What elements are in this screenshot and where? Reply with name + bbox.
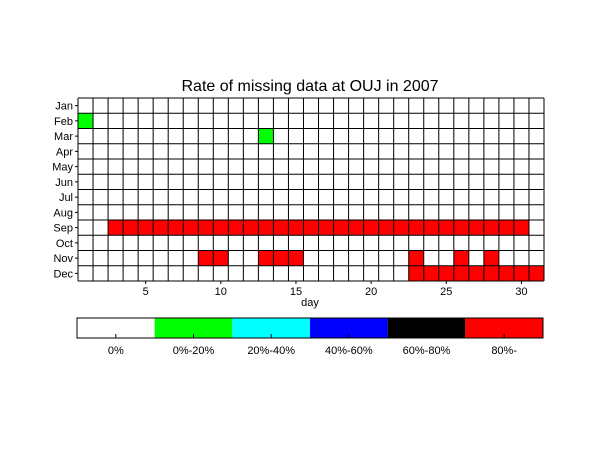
heatmap-cell-sep-17	[318, 220, 334, 236]
legend-swatch-3	[310, 318, 388, 338]
x-axis-label: day	[301, 297, 319, 309]
heatmap-grid	[77, 97, 545, 282]
legend-label-1: 0%-20%	[173, 345, 215, 357]
day-tick-label-30: 30	[515, 286, 527, 298]
heatmap-cell-sep-7	[168, 220, 184, 236]
heatmap-cell-sep-9	[198, 220, 214, 236]
heatmap-cell-sep-23	[408, 220, 424, 236]
legend-swatch-5	[465, 318, 543, 338]
month-label-dec: Dec	[53, 268, 73, 280]
heatmap-cell-sep-15	[288, 220, 304, 236]
legend-swatch-4	[387, 318, 466, 338]
heatmap-cell-sep-11	[228, 220, 244, 236]
day-tick-label-25: 25	[440, 286, 452, 298]
heatmap-cell-sep-30	[513, 220, 529, 236]
legend-swatch-2	[232, 318, 310, 338]
day-tick-label-10: 10	[215, 286, 227, 298]
color-legend: 0% 0%-20% 20%-40% 40%-60% 60%-80% 80%-	[76, 317, 544, 357]
heatmap-cell-dec-26	[453, 265, 469, 281]
heatmap-cell-nov-10	[213, 250, 229, 266]
month-label-feb: Feb	[54, 116, 73, 128]
heatmap-cell-dec-29	[498, 265, 514, 281]
legend-label-4: 60%-80%	[403, 345, 451, 357]
day-tick-label-15: 15	[290, 286, 302, 298]
legend-label-5: 80%-	[491, 345, 517, 357]
heatmap-cell-dec-25	[438, 265, 454, 281]
month-label-oct: Oct	[56, 238, 73, 250]
heatmap-cell-nov-28	[483, 250, 499, 266]
heatmap-cell-dec-28	[483, 265, 499, 281]
heatmap-cell-dec-27	[468, 265, 484, 281]
heatmap-cell-sep-19	[348, 220, 364, 236]
month-label-may: May	[52, 162, 73, 174]
heatmap-cell-dec-23	[408, 265, 424, 281]
legend-label-3: 40%-60%	[325, 345, 373, 357]
heatmap-cell-sep-24	[423, 220, 439, 236]
day-tick-label-20: 20	[365, 286, 377, 298]
heatmap-cell-nov-26	[453, 250, 469, 266]
heatmap-cell-dec-30	[513, 265, 529, 281]
month-label-apr: Apr	[56, 146, 73, 158]
month-label-aug: Aug	[53, 207, 73, 219]
legend-frame	[76, 317, 544, 339]
chart-title: Rate of missing data at OUJ in 2007	[181, 78, 438, 95]
day-tick-label-5: 5	[143, 286, 149, 298]
month-label-nov: Nov	[53, 253, 73, 265]
day-ticks: 5 10 15 20 25 30	[143, 281, 528, 298]
heatmap-cell-sep-26	[453, 220, 469, 236]
month-label-jan: Jan	[55, 101, 73, 113]
heatmap-cell-sep-16	[303, 220, 319, 236]
heatmap-cell-sep-18	[333, 220, 349, 236]
heatmap-cell-dec-24	[423, 265, 439, 281]
heatmap-cell-nov-23	[408, 250, 424, 266]
month-label-sep: Sep	[53, 223, 73, 235]
heatmap-cell-sep-12	[243, 220, 259, 236]
heatmap-cell-sep-14	[273, 220, 289, 236]
heatmap-cell-sep-3	[108, 220, 124, 236]
heatmap-cell-mar-13	[258, 128, 274, 144]
heatmap-cell-nov-13	[258, 250, 274, 266]
heatmap-cell-feb-1	[78, 113, 94, 129]
legend-swatch-0	[77, 318, 155, 338]
heatmap-cell-dec-31	[528, 265, 544, 281]
legend-swatch-1	[154, 318, 233, 338]
heatmap-cell-sep-22	[393, 220, 409, 236]
heatmap-cell-sep-29	[498, 220, 514, 236]
heatmap-cell-sep-6	[153, 220, 169, 236]
heatmap-cell-nov-14	[273, 250, 289, 266]
heatmap-cell-sep-28	[483, 220, 499, 236]
heatmap-cell-sep-20	[363, 220, 379, 236]
heatmap-cell-sep-8	[183, 220, 199, 236]
heatmap-cells	[78, 113, 544, 281]
heatmap-cell-sep-25	[438, 220, 454, 236]
month-label-jul: Jul	[59, 192, 73, 204]
heatmap-cell-sep-21	[378, 220, 394, 236]
month-labels: Jan Feb Mar Apr May Jun Jul Aug Sep Oct Nov Dec	[52, 101, 78, 280]
heatmap-cell-sep-27	[468, 220, 484, 236]
heatmap-cell-nov-15	[288, 250, 304, 266]
heatmap-cell-sep-13	[258, 220, 274, 236]
heatmap-cell-sep-10	[213, 220, 229, 236]
heatmap-cell-nov-9	[198, 250, 214, 266]
heatmap-cell-sep-4	[123, 220, 139, 236]
month-label-jun: Jun	[55, 177, 73, 189]
month-label-mar: Mar	[54, 131, 73, 143]
heatmap-cell-sep-5	[138, 220, 154, 236]
legend-label-0: 0%	[108, 345, 124, 357]
legend-label-2: 20%-40%	[247, 345, 295, 357]
